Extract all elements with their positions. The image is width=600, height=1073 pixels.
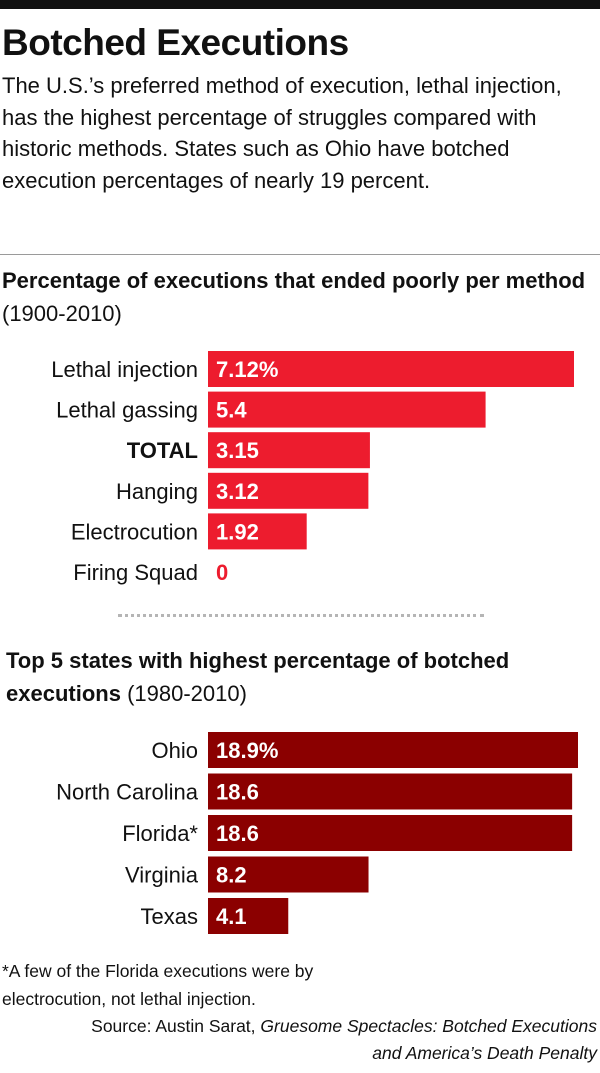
value-label: 7.12% — [216, 357, 278, 382]
category-label: TOTAL — [127, 438, 198, 463]
page-title: Botched Executions — [2, 22, 349, 63]
category-label: Hanging — [116, 479, 198, 504]
bar — [208, 815, 573, 851]
category-label: North Carolina — [56, 780, 199, 805]
category-label: Virginia — [125, 863, 199, 888]
chart-2-states: Ohio 18.9% North Carolina 18.6 Florida* 18.6 V… — [56, 732, 578, 934]
chart-2-title-range: (1980-2010) — [127, 681, 247, 706]
category-label: Lethal gassing — [56, 398, 198, 423]
chart-1-methods: Lethal injection 7.12% Lethal gassing 5.4 TO… — [51, 351, 574, 585]
bar — [208, 472, 369, 509]
value-label: 1.92 — [216, 519, 259, 544]
category-label: Electrocution — [71, 519, 198, 544]
value-label: 4.1 — [216, 904, 247, 929]
footnote: *A few of the Florida executions were by… — [2, 961, 314, 1009]
category-label: Texas — [141, 904, 198, 929]
value-label: 0 — [216, 560, 228, 585]
bar — [208, 898, 289, 934]
section-divider — [0, 254, 600, 255]
source-credit: Source: Austin Sarat, Gruesome Spectacle… — [77, 1013, 597, 1067]
bar — [208, 351, 574, 387]
chart-2-title-main: Top 5 states with highest percentage of … — [6, 648, 510, 706]
category-label: Florida* — [122, 821, 198, 846]
top-rule — [0, 0, 600, 9]
value-label: 18.9% — [216, 738, 278, 763]
category-label: Lethal injection — [51, 357, 198, 382]
bar — [208, 432, 370, 469]
value-label: 3.12 — [216, 479, 259, 504]
source-title: Gruesome Spectacles: Botched Executions … — [260, 1016, 597, 1063]
value-label: 18.6 — [216, 821, 259, 846]
chart-1-title-main: Percentage of executions that ended poor… — [2, 268, 586, 293]
bar — [208, 391, 486, 428]
category-label: Firing Squad — [73, 560, 198, 585]
chart-2-title: Top 5 states with highest percentage of … — [6, 644, 600, 710]
bar — [208, 773, 573, 810]
value-label: 5.4 — [216, 398, 247, 423]
value-label: 18.6 — [216, 780, 259, 805]
bar — [208, 856, 369, 893]
bar — [208, 732, 578, 768]
source-prefix: Source: Austin Sarat, — [91, 1016, 256, 1036]
bar — [208, 513, 307, 550]
category-label: Ohio — [152, 738, 198, 763]
chart-1-title-range: (1900-2010) — [2, 301, 122, 326]
chart-1-title: Percentage of executions that ended poor… — [2, 264, 597, 330]
dek-text: The U.S.’s preferred method of execution… — [2, 73, 562, 193]
value-label: 8.2 — [216, 863, 247, 888]
dotted-separator — [118, 614, 484, 617]
value-label: 3.15 — [216, 438, 259, 463]
